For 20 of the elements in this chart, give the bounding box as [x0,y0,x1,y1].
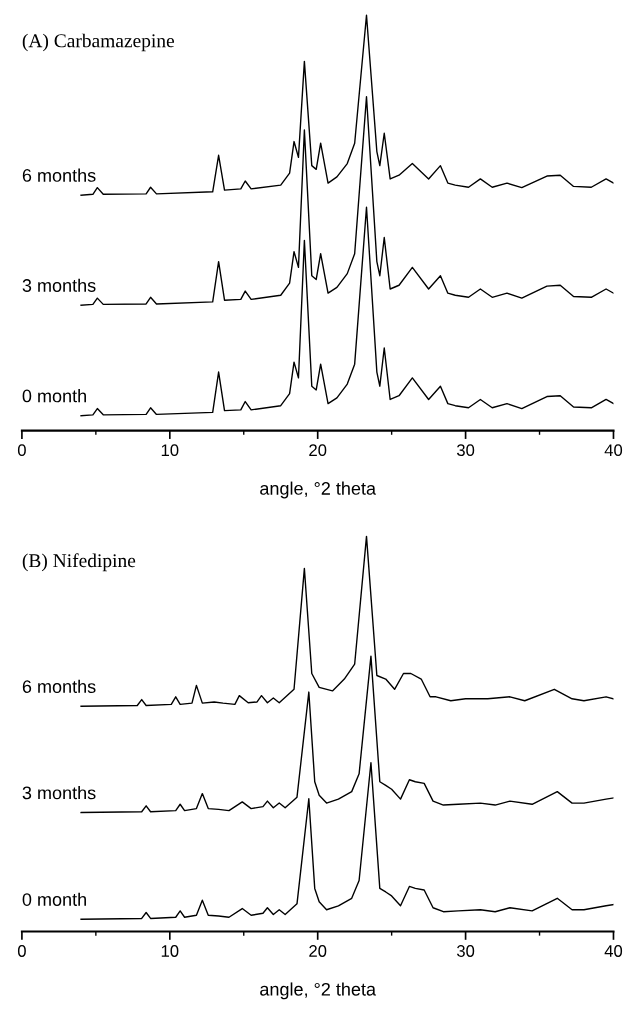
x-tick-label: 20 [309,444,327,457]
x-tick-label: 10 [161,945,179,957]
series-label: 6 months [22,679,96,693]
x-tick-label: 30 [456,945,475,957]
series-label: 3 months [22,786,96,800]
x-tick-label: 10 [161,444,179,457]
series-label: 3 months [22,278,96,292]
text: (A) Carbamazepine [22,33,175,52]
series-label: 6 months [22,168,96,182]
x-tick-label: 20 [309,945,327,957]
series-label: 0 month [22,389,86,403]
series-label: 0 month [22,892,86,906]
x-tick-label: 30 [456,444,475,457]
x-tick-label: 40 [604,945,623,957]
x-axis-title: angle, °2 theta [260,481,377,499]
x-tick-label: 0 [17,945,26,957]
x-tick-label: 40 [604,444,623,457]
x-axis-title: angle, °2 theta [260,982,377,1000]
text: (B) Nifedipine [22,553,136,572]
x-tick-label: 0 [17,444,26,457]
